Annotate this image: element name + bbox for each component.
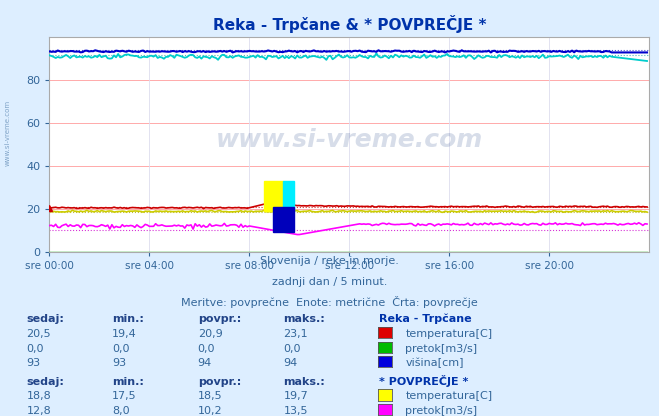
Text: 93: 93 — [112, 358, 126, 368]
Text: 8,0: 8,0 — [112, 406, 130, 416]
Text: sedaj:: sedaj: — [26, 314, 64, 324]
Text: 19,4: 19,4 — [112, 329, 137, 339]
Text: 0,0: 0,0 — [198, 344, 215, 354]
Text: 94: 94 — [198, 358, 212, 368]
Text: min.:: min.: — [112, 314, 144, 324]
Text: maks.:: maks.: — [283, 377, 325, 387]
Text: temperatura[C]: temperatura[C] — [405, 391, 492, 401]
Bar — [264, 181, 283, 211]
Text: 20,9: 20,9 — [198, 329, 223, 339]
Text: 12,8: 12,8 — [26, 406, 51, 416]
Text: 0,0: 0,0 — [283, 344, 301, 354]
Text: zadnji dan / 5 minut.: zadnji dan / 5 minut. — [272, 277, 387, 287]
Text: 13,5: 13,5 — [283, 406, 308, 416]
Text: 23,1: 23,1 — [283, 329, 308, 339]
Text: pretok[m3/s]: pretok[m3/s] — [405, 406, 477, 416]
Text: www.si-vreme.com: www.si-vreme.com — [215, 128, 483, 152]
Text: 93: 93 — [26, 358, 40, 368]
Text: 18,8: 18,8 — [26, 391, 51, 401]
Text: 10,2: 10,2 — [198, 406, 222, 416]
Text: 18,5: 18,5 — [198, 391, 222, 401]
Text: 17,5: 17,5 — [112, 391, 136, 401]
Text: 94: 94 — [283, 358, 298, 368]
Text: 20,5: 20,5 — [26, 329, 51, 339]
Text: 0,0: 0,0 — [112, 344, 130, 354]
Text: povpr.:: povpr.: — [198, 377, 241, 387]
Text: Slovenija / reke in morje.: Slovenija / reke in morje. — [260, 256, 399, 266]
Text: temperatura[C]: temperatura[C] — [405, 329, 492, 339]
Bar — [273, 207, 294, 233]
Text: Meritve: povprečne  Enote: metrične  Črta: povprečje: Meritve: povprečne Enote: metrične Črta:… — [181, 296, 478, 308]
Text: pretok[m3/s]: pretok[m3/s] — [405, 344, 477, 354]
Text: www.si-vreme.com: www.si-vreme.com — [5, 100, 11, 166]
Text: sedaj:: sedaj: — [26, 377, 64, 387]
Text: 19,7: 19,7 — [283, 391, 308, 401]
Bar — [283, 181, 294, 211]
Text: maks.:: maks.: — [283, 314, 325, 324]
Text: 0,0: 0,0 — [26, 344, 44, 354]
Text: * POVPREČJE *: * POVPREČJE * — [379, 375, 469, 387]
Text: min.:: min.: — [112, 377, 144, 387]
Text: povpr.:: povpr.: — [198, 314, 241, 324]
Text: Reka - Trpčane: Reka - Trpčane — [379, 314, 472, 324]
Text: višina[cm]: višina[cm] — [405, 358, 464, 368]
Title: Reka - Trpčane & * POVPREČJE *: Reka - Trpčane & * POVPREČJE * — [212, 15, 486, 34]
